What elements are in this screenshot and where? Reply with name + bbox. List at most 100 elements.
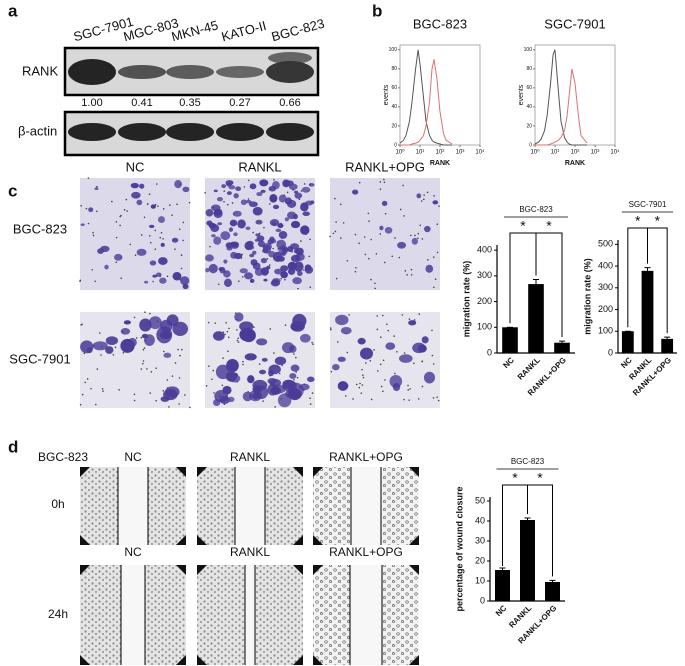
pore (96, 368, 99, 370)
histogram-curve (399, 49, 452, 146)
pore (247, 198, 250, 200)
cell (217, 222, 223, 226)
pore (162, 237, 164, 240)
pore (362, 376, 365, 379)
pore (374, 282, 376, 285)
pore (84, 381, 87, 384)
column-label: RANKL (238, 159, 281, 174)
y-tick-label: 0 (608, 347, 613, 357)
pore (142, 362, 144, 365)
cell (301, 186, 311, 193)
pore (410, 273, 413, 276)
pore (355, 266, 357, 269)
bar (621, 331, 634, 353)
y-tick-label: 100 (477, 322, 492, 332)
pore (174, 362, 177, 364)
pore (384, 212, 387, 215)
pore (211, 378, 213, 381)
pore (403, 352, 406, 354)
y-tick-label: 40 (391, 104, 397, 110)
cell (92, 341, 108, 351)
cell (148, 316, 162, 330)
y-tick-label: 300 (477, 270, 492, 280)
cell (211, 234, 216, 238)
cell (379, 225, 384, 231)
y-axis-label: migration rate (%) (582, 258, 592, 335)
micrograph-bg (330, 312, 440, 408)
pore (417, 237, 419, 240)
micrograph (329, 312, 440, 408)
x-tick-label: 10¹ (416, 150, 425, 156)
pore (150, 241, 152, 244)
pore (335, 277, 338, 280)
micrograph (205, 312, 315, 408)
x-tick-label: 10³ (591, 150, 600, 156)
pore (222, 357, 224, 359)
pore (364, 253, 367, 256)
pore (140, 368, 143, 370)
panel-label: a (8, 1, 18, 20)
pore (129, 243, 132, 246)
cell (210, 204, 221, 212)
pore (86, 378, 89, 380)
blot-band (266, 123, 314, 141)
pore (91, 268, 94, 271)
pore (312, 343, 314, 345)
cell (226, 246, 233, 251)
histogram-curve (535, 68, 588, 146)
pore (399, 208, 402, 211)
cell (245, 199, 252, 204)
pore (408, 318, 411, 320)
pore (155, 183, 158, 185)
pore (207, 321, 210, 324)
cell (270, 239, 277, 244)
cell (182, 186, 190, 193)
cell (216, 197, 223, 202)
pore (295, 356, 297, 359)
pore (133, 393, 136, 396)
cell (268, 185, 276, 192)
pore (339, 237, 342, 239)
cell (244, 272, 254, 280)
cell (247, 375, 255, 384)
cell (130, 182, 139, 189)
pore (362, 374, 364, 376)
cell (144, 280, 149, 284)
pore (207, 365, 210, 367)
cell (148, 224, 155, 229)
cell (255, 219, 263, 225)
pore (370, 238, 372, 241)
cell (300, 225, 310, 235)
cell (208, 263, 218, 274)
x-tick-label: 10⁰ (395, 149, 405, 156)
pore (268, 203, 271, 205)
cell (302, 211, 310, 217)
cell (398, 354, 413, 363)
pore (168, 406, 170, 408)
cell (423, 371, 436, 384)
pore (226, 203, 229, 206)
pore (420, 200, 423, 202)
y-tick-label: 10 (475, 575, 485, 585)
cell (289, 243, 300, 250)
column-label: NC (124, 450, 142, 464)
cell (240, 199, 247, 206)
pore (426, 191, 429, 194)
panel-label: d (8, 437, 18, 456)
pore (96, 185, 98, 188)
pore (157, 205, 159, 207)
pore (391, 255, 394, 258)
cell (280, 271, 289, 279)
x-tick-label: 10⁰ (530, 149, 540, 156)
pore (354, 270, 357, 273)
pore (133, 399, 136, 402)
cell (260, 257, 268, 264)
wound-image (80, 467, 186, 545)
pore (152, 280, 154, 283)
cell (228, 227, 234, 232)
cell (114, 253, 123, 261)
error-bar (499, 567, 506, 570)
cell (357, 337, 366, 345)
pore (247, 179, 250, 182)
